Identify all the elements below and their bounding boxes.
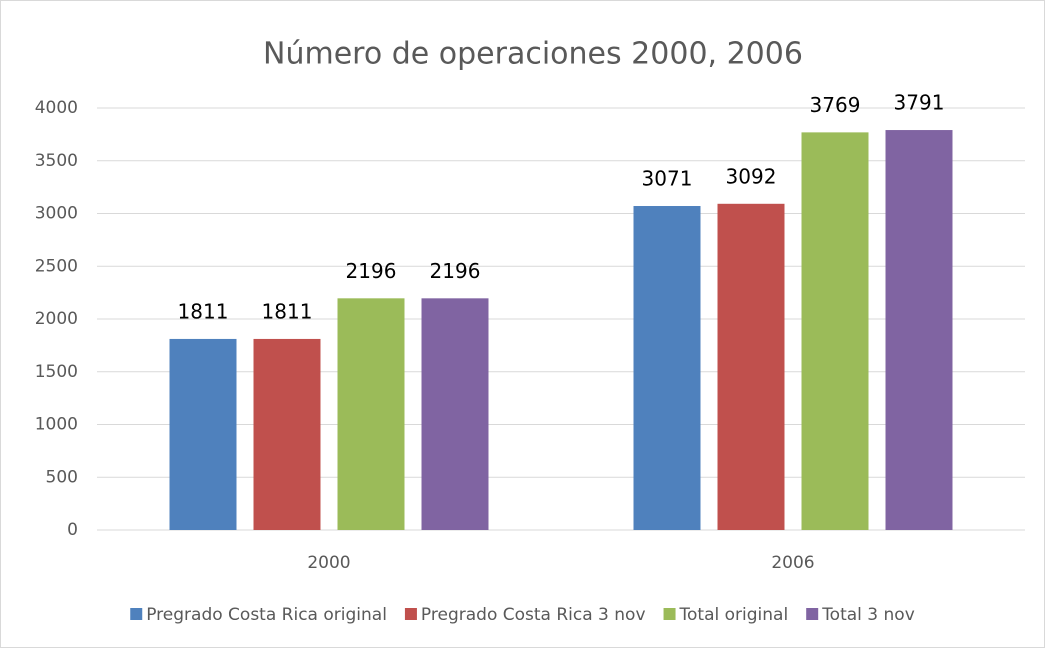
data-label: 3791 — [894, 91, 945, 115]
data-label: 2196 — [346, 259, 397, 283]
bar — [169, 338, 237, 530]
legend-label: Pregrado Costa Rica 3 nov — [421, 605, 646, 625]
legend-label: Pregrado Costa Rica original — [146, 605, 387, 625]
chart-title: Número de operaciones 2000, 2006 — [263, 37, 803, 72]
bar — [801, 132, 869, 531]
legend-label: Total 3 nov — [821, 605, 915, 625]
data-label: 3092 — [726, 164, 777, 188]
y-tick-label: 2000 — [35, 309, 78, 329]
bar — [253, 338, 321, 530]
y-tick-label: 3500 — [35, 151, 78, 171]
y-tick-label: 2500 — [35, 256, 78, 276]
legend-swatch — [806, 608, 819, 620]
data-label: 3071 — [642, 167, 693, 191]
x-tick-label: 2000 — [307, 553, 350, 573]
data-label: 1811 — [262, 299, 313, 323]
legend-swatch — [663, 608, 676, 620]
bar — [633, 206, 701, 530]
y-tick-label: 4000 — [35, 98, 78, 118]
y-tick-label: 1000 — [35, 415, 78, 435]
bar — [337, 298, 405, 530]
y-tick-label: 0 — [67, 520, 78, 540]
y-tick-label: 1500 — [35, 362, 78, 382]
bar — [421, 298, 489, 530]
x-tick-label: 2006 — [771, 553, 814, 573]
legend-swatch — [130, 608, 143, 620]
data-label: 3769 — [810, 93, 861, 117]
bar — [885, 130, 953, 530]
legend-swatch — [404, 608, 417, 620]
data-label: 1811 — [178, 299, 229, 323]
data-label: 2196 — [430, 259, 481, 283]
y-tick-label: 500 — [46, 467, 78, 487]
bar — [717, 203, 785, 530]
legend-label: Total original — [679, 605, 789, 625]
y-tick-label: 3000 — [35, 204, 78, 224]
